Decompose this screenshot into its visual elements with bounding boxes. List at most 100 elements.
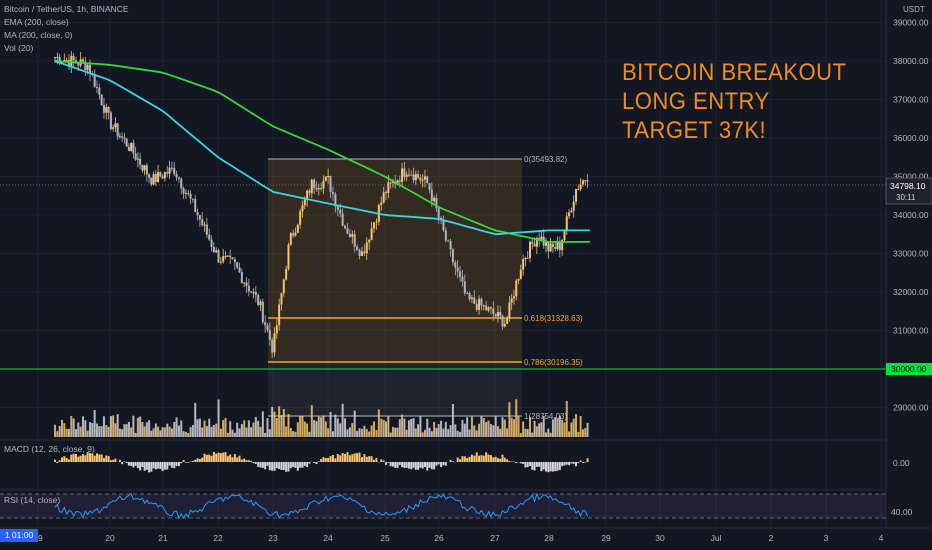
candle-body (303, 199, 306, 206)
macd-bar (545, 462, 548, 472)
macd-bar (58, 460, 61, 462)
indicator-ma-label[interactable]: MA (200, close, 0) (4, 30, 73, 40)
volume-bar (280, 415, 283, 437)
candle-body (428, 183, 431, 190)
indicator-vol-label[interactable]: Vol (20) (4, 43, 34, 53)
candle-body (77, 63, 80, 66)
macd-bar (426, 462, 429, 471)
volume-bar (240, 424, 243, 437)
macd-bar (435, 462, 438, 466)
rsi-line[interactable] (54, 492, 589, 520)
candle-body (100, 94, 103, 105)
volume-bar (519, 432, 522, 437)
time-axis[interactable] (0, 528, 932, 550)
volume-bar (353, 410, 356, 437)
volume-bar (118, 428, 121, 437)
macd-bar (365, 456, 368, 462)
volume-bar (168, 426, 171, 437)
candle-body (561, 239, 564, 251)
volume-bar (187, 432, 190, 437)
price-scale[interactable] (886, 0, 932, 528)
volume-bar (561, 419, 564, 437)
candle-body (492, 308, 495, 314)
candle-body (280, 293, 283, 305)
fib-lower-zone (268, 362, 522, 417)
macd-bar (405, 462, 408, 468)
time-tick-7: 26 (434, 533, 444, 543)
macd-bar (558, 462, 561, 470)
macd-bar (519, 462, 522, 464)
candle-body (568, 212, 571, 217)
candle-body (360, 251, 363, 257)
volume-bar (285, 426, 288, 437)
candle-body (327, 176, 330, 178)
volume-bar (449, 425, 452, 437)
candle-body (54, 57, 56, 59)
candle-body (224, 256, 227, 258)
candle-body (540, 236, 543, 240)
candle-body (410, 174, 413, 176)
volume-bar (184, 431, 187, 437)
candle-body (556, 242, 559, 249)
volume-bar (524, 428, 527, 437)
macd-bar (320, 458, 323, 462)
ma-200-line[interactable] (54, 60, 590, 243)
volume-bar (54, 424, 56, 437)
macd-bar (139, 462, 142, 471)
macd-scale-tick: 0.00 (893, 458, 910, 468)
volume-bar (278, 406, 281, 437)
macd-bar (542, 462, 545, 470)
macd-bar (339, 455, 342, 462)
symbol-title[interactable]: Bitcoin / TetherUS, 1h, BINANCE (4, 4, 129, 14)
macd-bar (331, 454, 334, 462)
volume-bar (229, 421, 232, 437)
volume-bar (208, 418, 211, 437)
volume-bar (150, 430, 153, 437)
candle-body (331, 191, 334, 194)
ema-200-line[interactable] (54, 60, 590, 236)
macd-bar (236, 457, 239, 462)
volume-bar (79, 426, 82, 437)
candle-body (396, 180, 399, 185)
macd-bar (428, 462, 431, 468)
candle-body (308, 190, 311, 194)
volume-bar (88, 422, 91, 437)
macd-bar (492, 457, 495, 462)
candle-body (141, 164, 144, 171)
candle-body (444, 230, 447, 241)
candle-body (182, 188, 185, 194)
candle-body (145, 165, 148, 175)
macd-bar (563, 462, 566, 466)
candle-body (551, 243, 554, 247)
candle-body (109, 112, 112, 129)
volume-bar (440, 420, 443, 437)
volume-bar (217, 399, 220, 437)
candle-body (116, 123, 119, 137)
volume-bar (568, 431, 571, 437)
indicator-ema-label[interactable]: EMA (200, close) (4, 17, 69, 27)
macd-bar (466, 457, 469, 462)
candle-body (461, 276, 464, 282)
macd-bar (401, 462, 404, 468)
candle-body (102, 104, 105, 113)
breakout-annotation[interactable]: BITCOIN BREAKOUT LONG ENTRY TARGET 37K! (622, 58, 847, 145)
candle-body (95, 86, 98, 88)
macd-bar (231, 457, 234, 462)
volume-bar (261, 411, 264, 437)
macd-bar (74, 454, 77, 462)
macd-bar (247, 460, 250, 462)
volume-bar (339, 423, 342, 437)
volume-bar (74, 429, 77, 437)
candle-body (412, 174, 415, 181)
candle-body (240, 272, 243, 283)
volume-bar (105, 425, 108, 437)
volume-bar (132, 415, 135, 437)
volume-bar (296, 422, 299, 437)
macd-bar (250, 460, 253, 462)
volume-bar (499, 428, 502, 437)
fib-retracement-zone[interactable] (268, 159, 522, 362)
macd-bar (266, 462, 269, 466)
volume-bar (478, 423, 481, 437)
macd-bar (60, 457, 63, 462)
